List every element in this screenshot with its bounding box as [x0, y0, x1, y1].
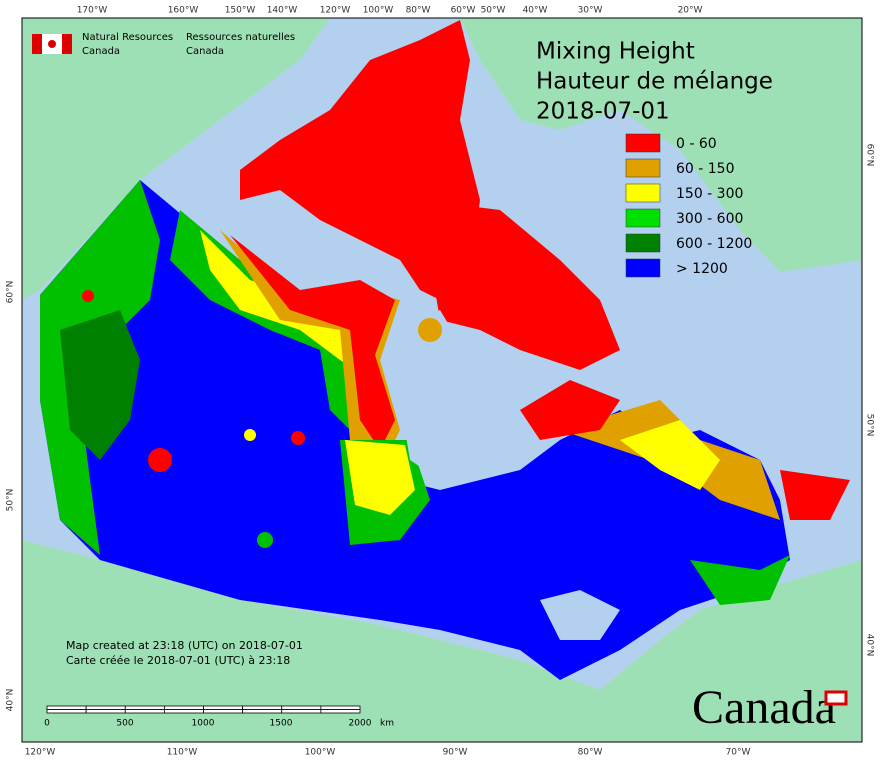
map-title: Hauteur de mélange	[536, 69, 773, 95]
agency-en: Natural Resources	[82, 32, 173, 43]
graticule-label: 60°N	[6, 281, 16, 304]
scale-label: 0	[44, 719, 50, 729]
great-lakes	[540, 590, 620, 640]
graticule-label: 170°W	[77, 6, 108, 16]
graticule-label: 100°W	[305, 748, 336, 758]
newfoundland	[780, 470, 850, 520]
legend-label: 60 - 150	[676, 161, 735, 177]
credit: Map created at 23:18 (UTC) on 2018-07-01	[66, 639, 303, 652]
zone-yellow	[620, 420, 720, 490]
agency-en: Canada	[82, 46, 120, 57]
graticule-label: 140°W	[267, 6, 298, 16]
graticule-label: 120°W	[320, 6, 351, 16]
legend-label: 600 - 1200	[676, 236, 752, 252]
legend-label: > 1200	[676, 261, 728, 277]
zone-orange	[220, 230, 400, 470]
graticule-label: 40°N	[6, 689, 16, 712]
zone-yellow	[345, 440, 415, 515]
greenland	[460, 18, 862, 272]
credit: Carte créée le 2018-07-01 (UTC) à 23:18	[66, 654, 290, 667]
agency-fr: Canada	[186, 46, 224, 57]
frame	[21, 17, 863, 743]
flag	[32, 34, 42, 54]
legend-swatch	[625, 158, 661, 178]
legend-swatch	[625, 258, 661, 278]
graticule-label: 90°W	[443, 748, 468, 758]
graticule-label: 60°W	[451, 6, 476, 16]
wordmark: Canada	[692, 681, 836, 734]
legend-swatch	[625, 183, 661, 203]
graticule-label: 150°W	[225, 6, 256, 16]
zone-darkgreen	[60, 310, 140, 460]
flag	[62, 34, 72, 54]
scale-label: 2000	[349, 719, 372, 729]
zone-red	[520, 380, 620, 440]
map-area	[22, 18, 862, 742]
graticule-label: 100°W	[363, 6, 394, 16]
graticule-label: 80°W	[406, 6, 431, 16]
graticule-label: 20°W	[678, 6, 703, 16]
hotspot	[291, 431, 305, 445]
generated: 0 - 60 60 - 150 150 - 300 300 - 600 600 - 12…	[6, 6, 875, 758]
zone-red	[230, 235, 395, 450]
graticule-label: 110°W	[167, 748, 198, 758]
hudson-bay	[390, 310, 520, 480]
map-date: 2018-07-01	[536, 99, 670, 125]
arctic-islands	[240, 20, 480, 300]
graticule-label: 120°W	[25, 748, 56, 758]
graticule-label: 30°W	[578, 6, 603, 16]
graticule-label: 80°W	[578, 748, 603, 758]
legend-swatch	[625, 233, 661, 253]
scale-label: 1500	[270, 719, 293, 729]
legend-label: 0 - 60	[676, 136, 717, 152]
map-title: Mixing Height	[536, 39, 695, 65]
legend-swatch	[625, 208, 661, 228]
graticule-label: 50°N	[865, 414, 875, 437]
hotspot	[82, 290, 94, 302]
legend-label: 300 - 600	[676, 211, 743, 227]
hotspot	[148, 448, 172, 472]
graticule-label: 70°W	[726, 748, 751, 758]
scale-label: 1000	[192, 719, 215, 729]
scale-unit: km	[380, 719, 394, 729]
graticule-label: 50°N	[6, 489, 16, 512]
hotspot	[244, 429, 256, 441]
maritimes	[690, 555, 790, 605]
alaska	[22, 18, 330, 300]
agency-fr: Ressources naturelles	[186, 32, 295, 43]
flag	[48, 40, 56, 48]
baffin	[420, 200, 620, 370]
hotspot	[418, 318, 442, 342]
scale-label: 500	[116, 719, 133, 729]
zone-green	[40, 180, 160, 555]
legend-label: 150 - 300	[676, 186, 743, 202]
graticule-label: 50°W	[481, 6, 506, 16]
graticule-label: 40°W	[523, 6, 548, 16]
legend-swatch	[625, 133, 661, 153]
wordmark-flag	[824, 690, 848, 706]
hotspot	[257, 532, 273, 548]
graticule-label: 40°N	[865, 634, 875, 657]
graticule-label: 60°N	[865, 144, 875, 167]
usa	[22, 540, 862, 742]
graticule-label: 160°W	[168, 6, 199, 16]
